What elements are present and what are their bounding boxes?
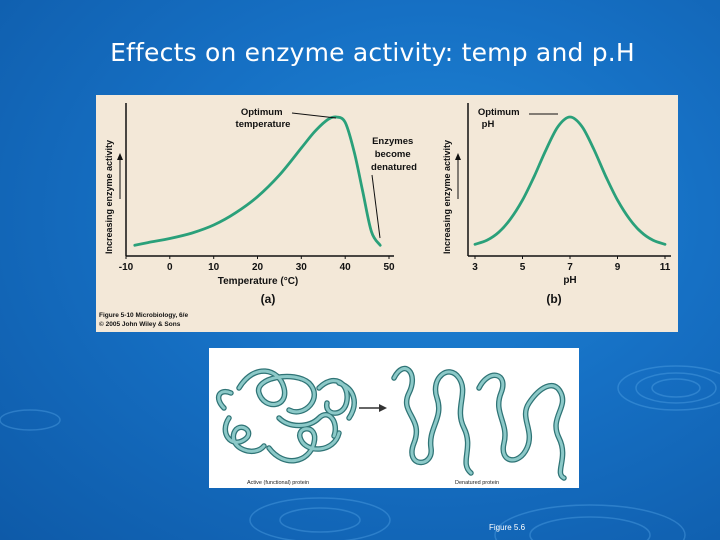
x-tick-label: 5 <box>520 262 526 273</box>
caption-line: © 2005 John Wiley & Sons <box>99 320 181 328</box>
x-tick-label: 10 <box>208 262 220 273</box>
denatured-protein-drawing <box>391 365 567 481</box>
ph-curve <box>473 115 667 246</box>
annotation-line: temperature <box>236 119 291 130</box>
x-tick-label: 30 <box>296 262 308 273</box>
x-tick-label: 7 <box>567 262 573 273</box>
denatured-protein-label: Denatured protein <box>455 480 499 486</box>
protein-denaturation-figure: Active (functional) protein Denatured pr… <box>209 348 579 488</box>
panel-a-ylabel: Increasing enzyme activity <box>104 140 114 254</box>
x-tick-label: -10 <box>119 262 134 273</box>
active-protein-label: Active (functional) protein <box>247 480 309 486</box>
panel-a-axes <box>125 103 394 257</box>
temperature-curve <box>133 115 382 247</box>
annotation-line: Enzymes <box>372 136 413 147</box>
figure-caption: Figure 5-10 Microbiology, 6/e © 2005 Joh… <box>99 312 190 328</box>
panel-b-ylabel: Increasing enzyme activity <box>442 140 452 254</box>
denatured-pointer <box>371 174 381 239</box>
x-tick-label: 3 <box>472 262 478 273</box>
panel-b-ticks: 3 5 7 9 11 <box>472 256 671 273</box>
annotation-line: become <box>375 149 411 160</box>
panel-a-label: (a) <box>261 292 276 306</box>
panel-b-label: (b) <box>546 292 561 306</box>
annotation-line: pH <box>482 119 495 130</box>
denaturation-arrow <box>359 404 387 412</box>
x-tick-label: 11 <box>660 262 671 273</box>
enzyme-activity-figure: Increasing enzyme activity -10 0 10 20 30 40 5… <box>96 95 678 332</box>
annotation-line: denatured <box>371 162 417 173</box>
panel-b-xlabel: pH <box>563 275 576 286</box>
panel-a-xlabel: Temperature (°C) <box>218 276 299 287</box>
x-tick-label: 9 <box>615 262 621 273</box>
x-tick-label: 20 <box>252 262 264 273</box>
protein-illustration: Active (functional) protein Denatured pr… <box>215 365 567 486</box>
panel-a-yarrow <box>117 153 123 199</box>
annotation-line: Optimum <box>478 107 520 118</box>
x-tick-label: 40 <box>340 262 352 273</box>
enzyme-activity-charts: Increasing enzyme activity -10 0 10 20 30 40 5… <box>99 103 671 328</box>
panel-b-yarrow <box>455 153 461 199</box>
slide-title: Effects on enzyme activity: temp and p.H <box>110 38 635 67</box>
x-tick-label: 50 <box>383 262 395 273</box>
optimum-temperature-pointer <box>291 112 337 119</box>
active-protein-drawing <box>215 368 357 464</box>
panel-a-ticks: -10 0 10 20 30 40 50 <box>119 256 395 273</box>
annotation-denatured: Enzymes become denatured <box>371 136 417 173</box>
annotation-line: Optimum <box>241 107 283 118</box>
annotation-optimum-ph: Optimum pH <box>478 107 522 130</box>
figure-note: Figure 5.6 <box>489 523 526 532</box>
annotation-optimum-temperature: Optimum temperature <box>236 107 291 130</box>
caption-line: Figure 5-10 Microbiology, 6/e <box>99 312 188 319</box>
x-tick-label: 0 <box>167 262 173 273</box>
